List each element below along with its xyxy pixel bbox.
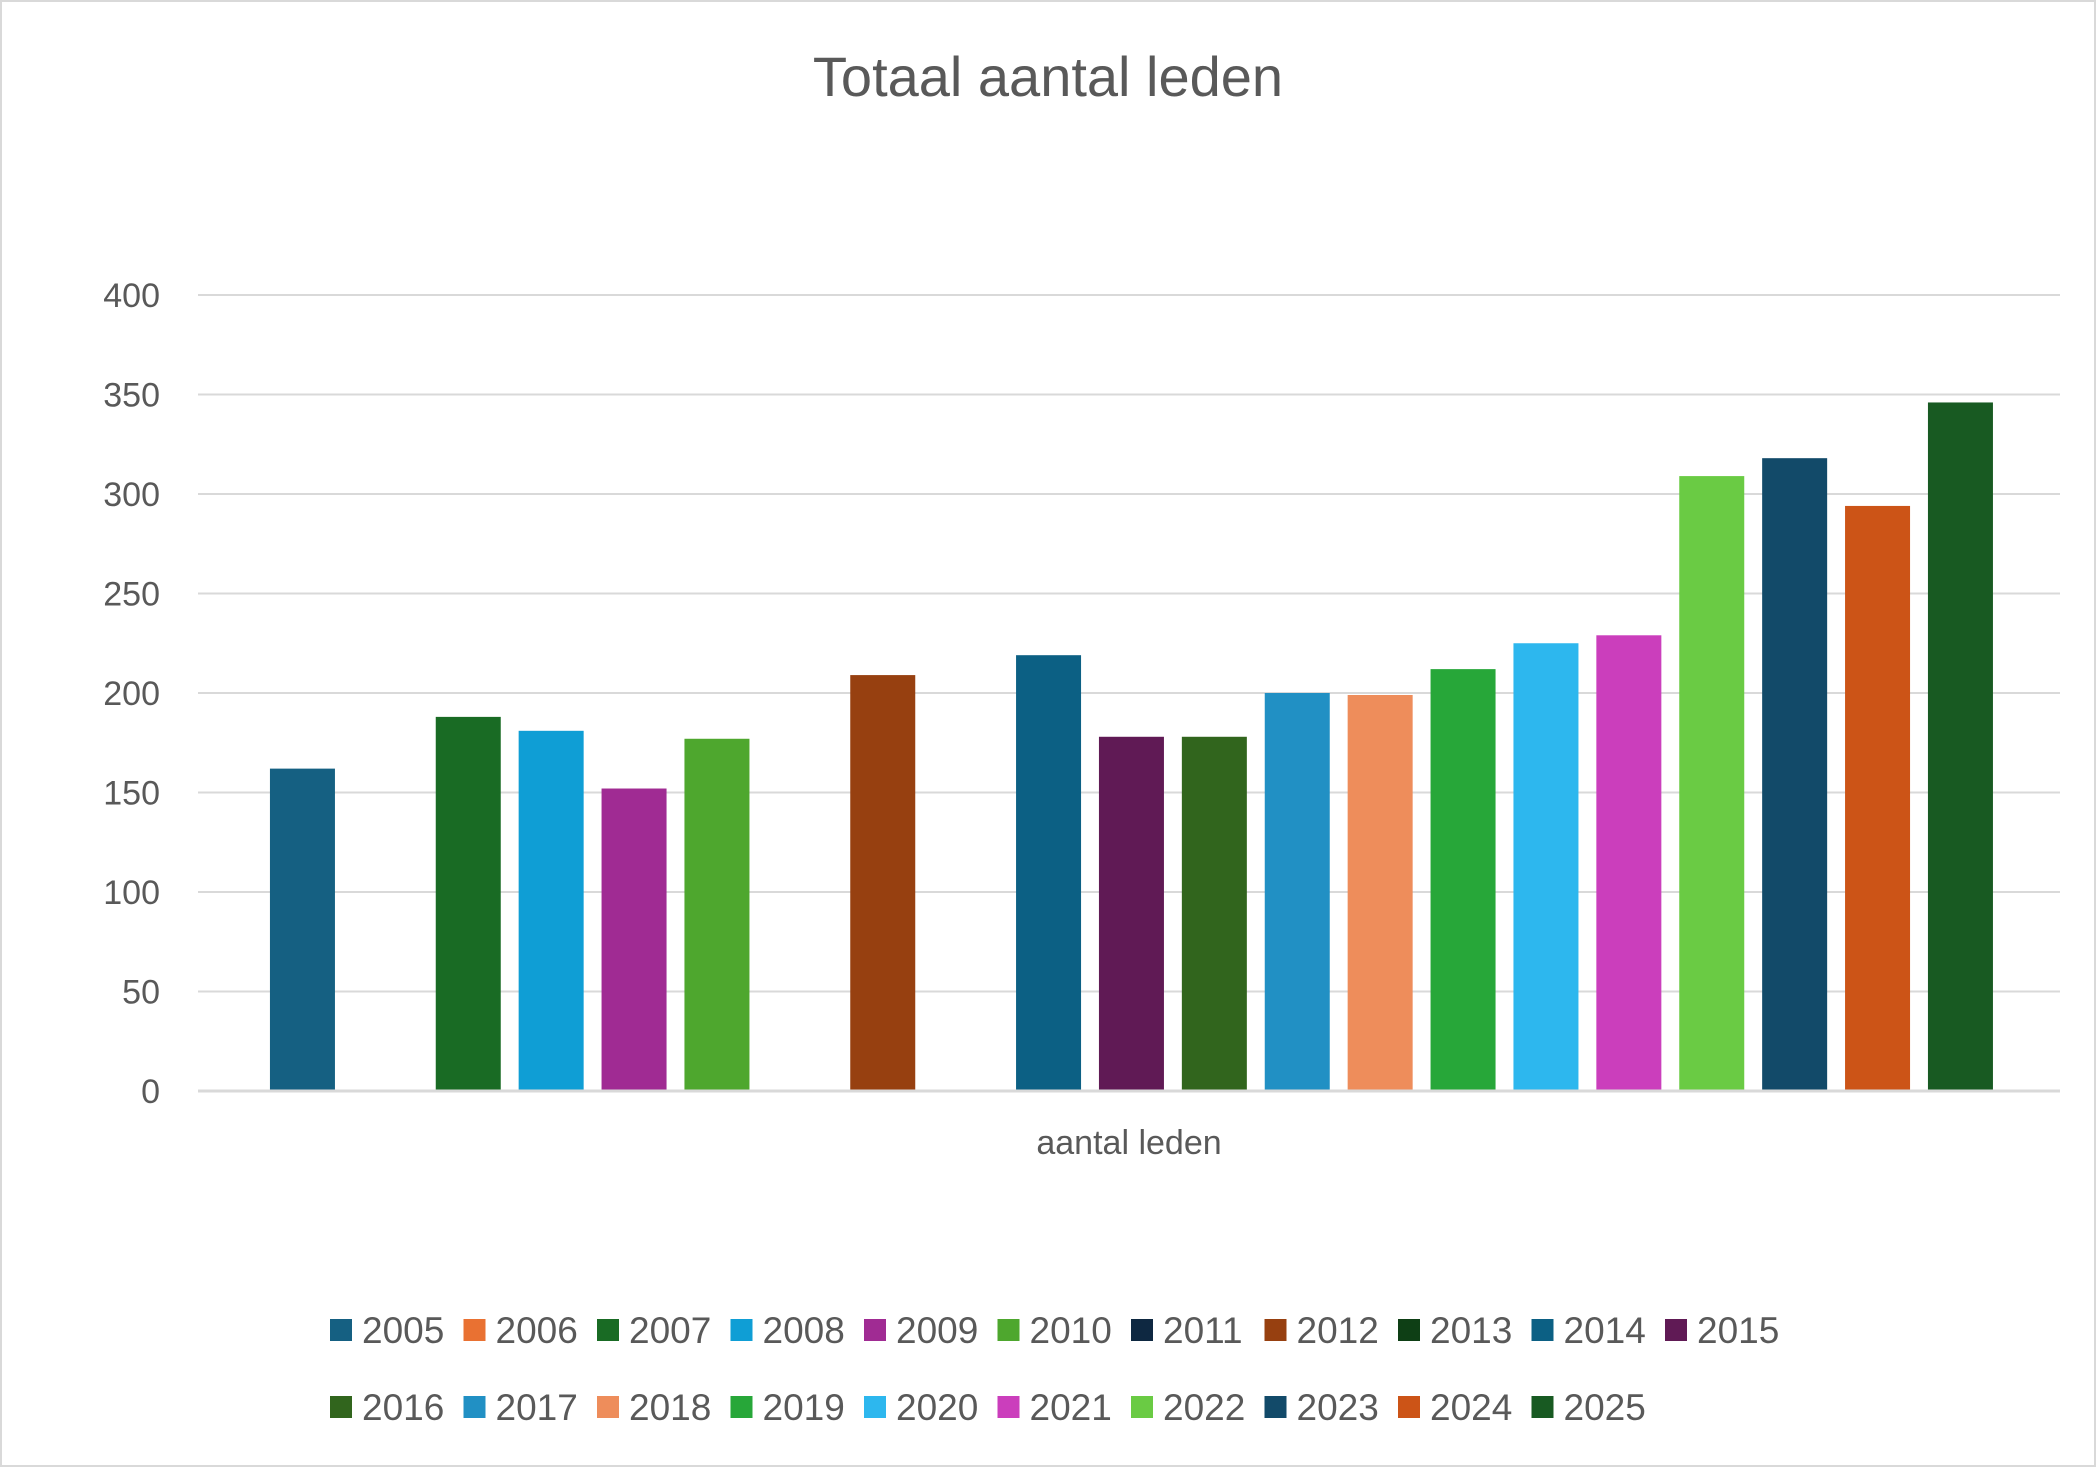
legend-item-2010: 2010 [997, 1310, 1112, 1351]
legend-item-2018: 2018 [597, 1387, 711, 1428]
legend-swatch [1531, 1319, 1554, 1341]
y-tick-label: 200 [103, 675, 160, 713]
legend-item-2022: 2022 [1131, 1387, 1245, 1428]
legend-item-2005: 2005 [330, 1310, 444, 1351]
bar-2017 [1264, 693, 1330, 1091]
legend-item-2008: 2008 [730, 1310, 845, 1351]
bar-2022 [1679, 476, 1745, 1092]
legend: 2005 2006 2007 2008 2009 2010 2011 2012 2013 2014… [330, 1310, 1779, 1428]
legend-item-2021: 2021 [997, 1387, 1112, 1428]
legend-swatch [597, 1396, 619, 1418]
legend-swatch [1131, 1396, 1153, 1418]
legend-item-2012: 2012 [1264, 1310, 1379, 1351]
legend-label: 2008 [763, 1310, 845, 1351]
y-tick-label: 300 [103, 476, 160, 514]
legend-label: 2012 [1297, 1310, 1379, 1351]
legend-item-2016: 2016 [330, 1387, 444, 1428]
legend-swatch [597, 1319, 619, 1341]
legend-item-2020: 2020 [864, 1387, 978, 1428]
legend-label: 2005 [362, 1310, 444, 1351]
legend-item-2019: 2019 [730, 1387, 845, 1428]
legend-item-2025: 2025 [1531, 1387, 1646, 1428]
legend-swatch [864, 1319, 886, 1341]
bar-2015 [1098, 736, 1164, 1091]
legend-label: 2007 [629, 1310, 711, 1351]
legend-label: 2011 [1163, 1310, 1243, 1351]
bar-2005 [269, 768, 335, 1091]
legend-label: 2009 [896, 1310, 978, 1351]
bar-2018 [1347, 694, 1413, 1091]
y-tick-label: 400 [103, 277, 160, 315]
bar-2012 [850, 675, 916, 1091]
bars [269, 402, 1993, 1092]
bar-2007 [435, 716, 501, 1091]
legend-item-2024: 2024 [1398, 1387, 1512, 1428]
legend-swatch [997, 1319, 1020, 1341]
bar-2025 [1927, 402, 1993, 1092]
legend-label: 2014 [1564, 1310, 1646, 1351]
legend-swatch [730, 1396, 753, 1418]
legend-label: 2025 [1564, 1387, 1646, 1428]
bar-2020 [1513, 643, 1579, 1091]
legend-swatch [463, 1319, 486, 1341]
legend-swatch [463, 1396, 486, 1418]
bar-2008 [518, 730, 584, 1091]
legend-item-2006: 2006 [463, 1310, 578, 1351]
y-tick-label: 250 [103, 576, 160, 614]
legend-item-2013: 2013 [1398, 1310, 1512, 1351]
legend-item-2009: 2009 [864, 1310, 978, 1351]
legend-label: 2016 [362, 1387, 444, 1428]
legend-label: 2006 [496, 1310, 578, 1351]
y-tick-label: 0 [141, 1073, 160, 1111]
legend-label: 2023 [1297, 1387, 1379, 1428]
legend-item-2023: 2023 [1264, 1387, 1379, 1428]
legend-item-2015: 2015 [1665, 1310, 1779, 1351]
x-category-label: aantal leden [1036, 1124, 1221, 1162]
legend-swatch [1398, 1396, 1420, 1418]
legend-label: 2013 [1430, 1310, 1512, 1351]
legend-label: 2024 [1430, 1387, 1512, 1428]
legend-swatch [1531, 1396, 1554, 1418]
legend-item-2017: 2017 [463, 1387, 578, 1428]
legend-label: 2020 [896, 1387, 978, 1428]
legend-label: 2021 [1030, 1387, 1112, 1428]
legend-item-2014: 2014 [1531, 1310, 1646, 1351]
legend-swatch [1665, 1319, 1687, 1341]
legend-swatch [330, 1319, 352, 1341]
chart-title: Totaal aantal leden [813, 45, 1283, 108]
y-tick-label: 100 [103, 874, 160, 912]
legend-swatch [1264, 1396, 1287, 1418]
y-tick-label: 50 [122, 974, 160, 1012]
legend-swatch [997, 1396, 1020, 1418]
legend-item-2007: 2007 [597, 1310, 711, 1351]
legend-swatch [1398, 1319, 1420, 1341]
legend-label: 2019 [763, 1387, 845, 1428]
bar-2014 [1016, 655, 1082, 1091]
legend-swatch [330, 1396, 352, 1418]
y-tick-label: 150 [103, 775, 160, 813]
legend-label: 2017 [496, 1387, 578, 1428]
legend-swatch [864, 1396, 886, 1418]
bar-2009 [601, 788, 667, 1091]
bar-2023 [1762, 458, 1828, 1091]
bar-2010 [684, 738, 750, 1091]
bar-2024 [1845, 505, 1911, 1091]
legend-label: 2010 [1030, 1310, 1112, 1351]
legend-label: 2015 [1697, 1310, 1779, 1351]
y-axis-ticks: 0 50 100 150 200 250 300 350 400 [103, 277, 160, 1111]
legend-label: 2018 [629, 1387, 711, 1428]
legend-item-2011: 2011 [1131, 1310, 1243, 1351]
bar-2016 [1181, 736, 1247, 1091]
bar-2021 [1596, 635, 1662, 1091]
y-tick-label: 350 [103, 377, 160, 415]
legend-swatch [1131, 1319, 1153, 1341]
bar-2019 [1430, 669, 1496, 1091]
legend-swatch [1264, 1319, 1287, 1341]
legend-label: 2022 [1163, 1387, 1245, 1428]
legend-swatch [730, 1319, 753, 1341]
